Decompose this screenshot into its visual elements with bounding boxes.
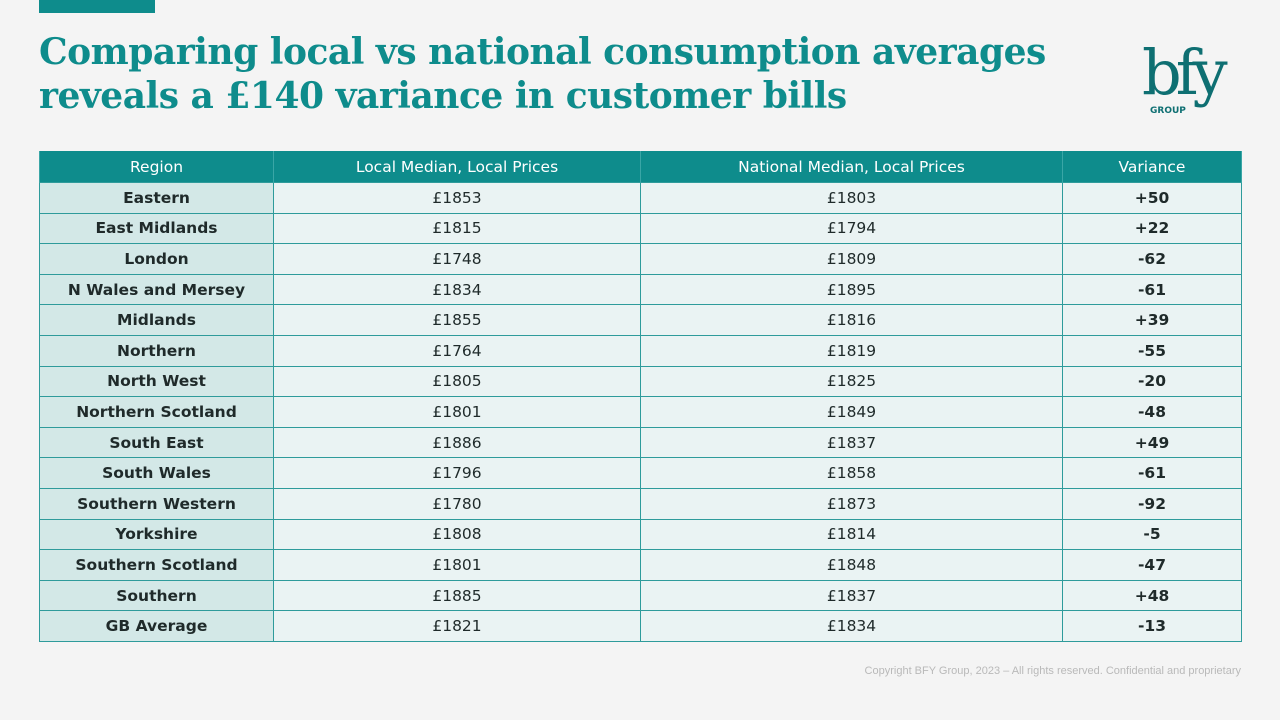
table-row: East Midlands £1815 £1794 +22 (39, 212, 1242, 245)
cell-region: South East (39, 426, 274, 459)
header-variance: Variance (1062, 151, 1242, 183)
cell-local: £1885 (273, 579, 641, 612)
table-row: Midlands £1855 £1816 +39 (39, 304, 1242, 336)
cell-local: £1780 (273, 487, 641, 520)
cell-variance: -61 (1062, 457, 1242, 489)
table-header-row: Region Local Median, Local Prices Nation… (39, 151, 1242, 183)
table-row: North West £1805 £1825 -20 (39, 365, 1242, 398)
cell-national: £1849 (640, 396, 1063, 428)
table-row: Yorkshire £1808 £1814 -5 (39, 518, 1242, 551)
bfy-group-logo: bfy GROUP (1140, 34, 1244, 120)
header-national-median: National Median, Local Prices (640, 151, 1063, 183)
cell-variance: -20 (1062, 365, 1242, 398)
header-region: Region (39, 151, 274, 183)
cell-local: £1853 (273, 182, 641, 214)
table-row: Northern Scotland £1801 £1849 -48 (39, 396, 1242, 428)
cell-region: Southern Scotland (39, 549, 274, 581)
cell-local: £1801 (273, 396, 641, 428)
cell-region: Southern (39, 579, 274, 612)
cell-national: £1819 (640, 334, 1063, 367)
header-local-median: Local Median, Local Prices (273, 151, 641, 183)
cell-region: N Wales and Mersey (39, 273, 274, 306)
cell-national: £1848 (640, 549, 1063, 581)
cell-local: £1821 (273, 610, 641, 642)
table-row: London £1748 £1809 -62 (39, 243, 1242, 275)
cell-variance: -62 (1062, 243, 1242, 275)
cell-national: £1873 (640, 487, 1063, 520)
cell-local: £1796 (273, 457, 641, 489)
cell-local: £1764 (273, 334, 641, 367)
cell-national: £1794 (640, 212, 1063, 245)
cell-region: London (39, 243, 274, 275)
table-row: N Wales and Mersey £1834 £1895 -61 (39, 273, 1242, 306)
cell-local: £1855 (273, 304, 641, 336)
cell-national: £1803 (640, 182, 1063, 214)
variance-table: Region Local Median, Local Prices Nation… (39, 151, 1242, 642)
cell-variance: -47 (1062, 549, 1242, 581)
cell-national: £1814 (640, 518, 1063, 551)
cell-variance: +49 (1062, 426, 1242, 459)
table-row: Northern £1764 £1819 -55 (39, 334, 1242, 367)
logo-wordmark: bfy (1142, 36, 1228, 109)
table-row: Southern Scotland £1801 £1848 -47 (39, 549, 1242, 581)
cell-region: Yorkshire (39, 518, 274, 551)
cell-national: £1825 (640, 365, 1063, 398)
cell-national: £1895 (640, 273, 1063, 306)
cell-region: Midlands (39, 304, 274, 336)
cell-variance: +39 (1062, 304, 1242, 336)
cell-region: East Midlands (39, 212, 274, 245)
cell-national: £1834 (640, 610, 1063, 642)
cell-local: £1801 (273, 549, 641, 581)
page-title: Comparing local vs national consumption … (39, 31, 1046, 117)
cell-variance: -61 (1062, 273, 1242, 306)
cell-local: £1834 (273, 273, 641, 306)
table-row: Southern £1885 £1837 +48 (39, 579, 1242, 612)
cell-local: £1748 (273, 243, 641, 275)
table-row: South Wales £1796 £1858 -61 (39, 457, 1242, 489)
table-row: Southern Western £1780 £1873 -92 (39, 487, 1242, 520)
cell-variance: -5 (1062, 518, 1242, 551)
cell-national: £1816 (640, 304, 1063, 336)
cell-national: £1809 (640, 243, 1063, 275)
logo-subtext: GROUP (1150, 106, 1186, 116)
cell-variance: +48 (1062, 579, 1242, 612)
cell-variance: +50 (1062, 182, 1242, 214)
cell-local: £1815 (273, 212, 641, 245)
cell-local: £1808 (273, 518, 641, 551)
cell-region: North West (39, 365, 274, 398)
cell-variance: +22 (1062, 212, 1242, 245)
cell-local: £1805 (273, 365, 641, 398)
cell-region: South Wales (39, 457, 274, 489)
accent-bar (39, 0, 155, 13)
logo-mark: bfy GROUP (1142, 36, 1234, 116)
cell-national: £1837 (640, 579, 1063, 612)
cell-region: GB Average (39, 610, 274, 642)
variance-table-container: Region Local Median, Local Prices Nation… (39, 151, 1242, 642)
table-row: Eastern £1853 £1803 +50 (39, 182, 1242, 214)
copyright-footer: Copyright BFY Group, 2023 – All rights r… (864, 665, 1241, 677)
cell-national: £1858 (640, 457, 1063, 489)
cell-local: £1886 (273, 426, 641, 459)
cell-variance: -48 (1062, 396, 1242, 428)
cell-region: Northern (39, 334, 274, 367)
cell-variance: -55 (1062, 334, 1242, 367)
cell-national: £1837 (640, 426, 1063, 459)
cell-variance: -92 (1062, 487, 1242, 520)
cell-variance: -13 (1062, 610, 1242, 642)
cell-region: Eastern (39, 182, 274, 214)
table-row: GB Average £1821 £1834 -13 (39, 610, 1242, 642)
cell-region: Southern Western (39, 487, 274, 520)
cell-region: Northern Scotland (39, 396, 274, 428)
table-row: South East £1886 £1837 +49 (39, 426, 1242, 459)
